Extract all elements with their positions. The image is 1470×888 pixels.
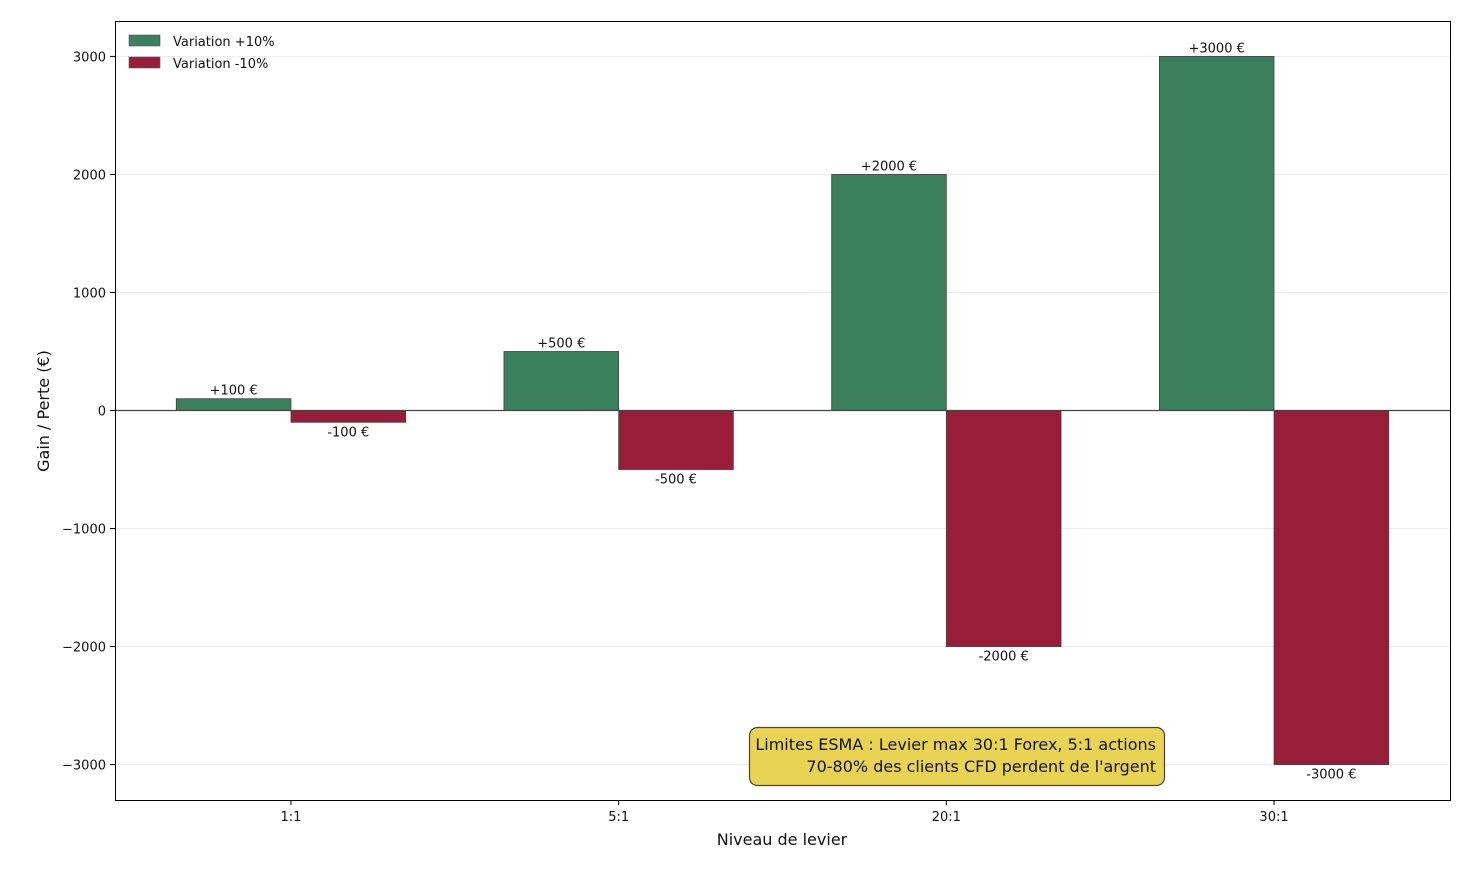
- x-tick-label: 30:1: [1259, 810, 1288, 825]
- bar-value-label: -100 €: [327, 425, 369, 440]
- y-tick-label: 2000: [73, 168, 106, 183]
- x-axis-ticks: 1:1 5:1 20:1 30:1: [281, 800, 1289, 825]
- y-axis-label: Gain / Perte (€): [34, 350, 53, 472]
- x-axis-label: Niveau de levier: [717, 830, 848, 849]
- legend-swatch: [128, 56, 161, 69]
- plot-frame: [115, 21, 1451, 801]
- legend-label: Variation -10%: [173, 57, 268, 72]
- legend-label: Variation +10%: [173, 35, 275, 50]
- bar: [945, 410, 1062, 647]
- bar: [831, 174, 947, 411]
- legend-swatch: [128, 34, 161, 47]
- x-tick-label: 20:1: [932, 810, 961, 825]
- bar-value-label: -500 €: [655, 473, 697, 488]
- x-tick-label: 5:1: [608, 810, 629, 825]
- bar-value-label: -2000 €: [979, 650, 1029, 665]
- bar: [290, 410, 407, 423]
- legend: Variation +10% Variation -10%: [128, 34, 275, 72]
- x-tick-label: 1:1: [281, 810, 302, 825]
- bar: [503, 351, 620, 411]
- bar-value-label: +500 €: [537, 336, 585, 351]
- bar-value-label: +3000 €: [1188, 41, 1244, 56]
- y-tick-label: −3000: [62, 759, 106, 774]
- bar: [175, 398, 292, 411]
- y-tick-label: 0: [98, 405, 106, 420]
- y-tick-label: 3000: [73, 50, 106, 65]
- y-tick-label: −1000: [62, 523, 106, 538]
- bar-value-label: +100 €: [210, 384, 258, 399]
- y-tick-label: −2000: [62, 641, 106, 656]
- bar-value-label: -3000 €: [1306, 768, 1356, 783]
- bar-labels: +100 € +500 € +2000 € +3000 € -100 € -500 € -2…: [210, 41, 1357, 782]
- y-axis-ticks: −3000 −2000 −1000 0 1000 2000 3000: [62, 50, 115, 774]
- bars: [175, 56, 1390, 765]
- bar: [1273, 410, 1390, 765]
- annotation-line-1: Limites ESMA : Levier max 30:1 Forex, 5:…: [755, 735, 1156, 754]
- y-tick-label: 1000: [73, 286, 106, 301]
- bar: [1158, 56, 1275, 411]
- bar-value-label: +2000 €: [861, 159, 917, 174]
- annotation-box: Limites ESMA : Levier max 30:1 Forex, 5:…: [748, 726, 1166, 787]
- bar: [618, 410, 734, 470]
- annotation-line-2: 70-80% des clients CFD perdent de l'arge…: [806, 757, 1156, 776]
